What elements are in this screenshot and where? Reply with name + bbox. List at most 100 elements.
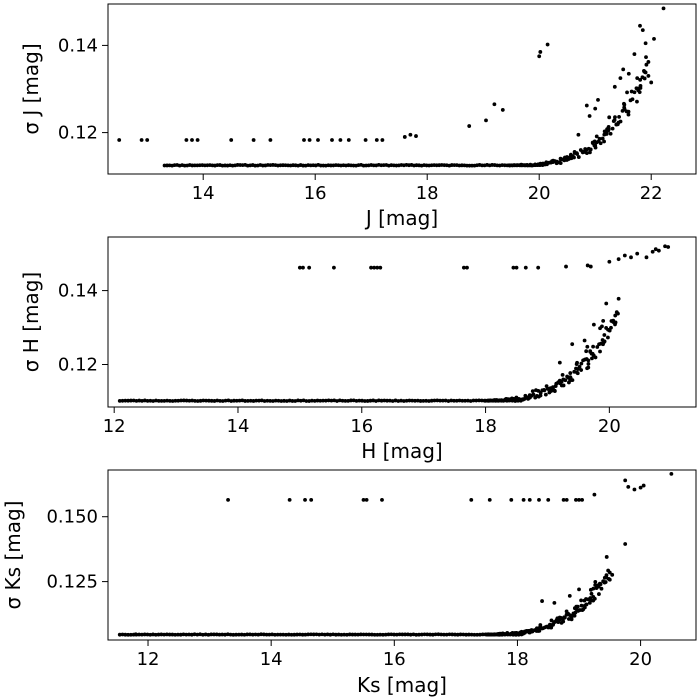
floor-point (303, 632, 308, 637)
curve-point (557, 160, 562, 165)
data-point (607, 115, 612, 120)
floor-point (129, 398, 133, 403)
curve-point (638, 77, 643, 82)
data-point (500, 108, 505, 112)
floor-point (229, 399, 234, 403)
floor-point (225, 632, 230, 637)
floor-point (360, 398, 364, 403)
xlabel-ks: Ks [mag] (357, 673, 447, 697)
floor-point (410, 398, 415, 403)
floor-point (349, 398, 353, 403)
floor-point (279, 399, 284, 403)
floor-point (153, 632, 158, 637)
floor-point (463, 398, 468, 403)
y-tick-label: 0.125 (46, 572, 98, 593)
curve-point (510, 631, 515, 635)
data-point (117, 138, 122, 142)
floor-point (297, 632, 302, 637)
floor-point (173, 632, 178, 637)
floor-point (452, 398, 456, 403)
curve-point (512, 163, 517, 168)
floor-point (159, 632, 164, 637)
floor-point (346, 398, 351, 403)
data-point (638, 23, 642, 28)
floor-point (275, 632, 280, 637)
curve-point (576, 155, 581, 159)
floor-point (201, 398, 206, 403)
data-point (364, 497, 369, 502)
floor-point (217, 632, 222, 637)
data-point (268, 138, 273, 142)
curve-point (606, 327, 610, 332)
data-point (523, 265, 528, 270)
curve-point (610, 126, 615, 131)
curve-point (608, 131, 613, 136)
data-point (511, 265, 516, 270)
floor-point (148, 632, 153, 637)
curve-point (577, 608, 582, 612)
curve-point (501, 631, 506, 636)
floor-point (151, 399, 156, 403)
floor-point (406, 632, 410, 637)
floor-point (179, 398, 183, 403)
data-point (484, 118, 488, 123)
floor-point (457, 398, 462, 403)
floor-point (399, 398, 403, 403)
curve-point (565, 374, 570, 379)
curve-point (538, 390, 543, 395)
curve-point (516, 397, 521, 401)
floor-point (342, 632, 347, 637)
curve-point (609, 325, 613, 330)
floor-point (120, 632, 125, 637)
floor-point (137, 632, 142, 637)
x-tick-label: 12 (103, 416, 126, 437)
curve-point (505, 631, 510, 635)
floor-point (325, 632, 330, 637)
data-point (584, 103, 589, 108)
floor-point (466, 632, 471, 637)
floor-point (267, 632, 272, 637)
floor-point (243, 399, 248, 403)
floor-point (192, 632, 197, 637)
floor-point (195, 632, 200, 637)
data-point (546, 497, 551, 502)
floor-point (204, 398, 209, 403)
curve-point (586, 361, 591, 366)
floor-point (181, 398, 186, 403)
floor-point (193, 398, 197, 403)
curve-point (593, 355, 598, 360)
ticks-j: 14 16 18 20 22 0.12 0.14 (58, 35, 663, 204)
floor-point (248, 632, 252, 637)
curve-point (594, 134, 599, 139)
data-point (576, 132, 581, 137)
floor-point (464, 632, 468, 637)
data-point (537, 497, 541, 502)
floor-point (422, 632, 427, 637)
floor-point (234, 632, 239, 637)
curve-point (493, 398, 498, 403)
floor-point (203, 632, 208, 637)
floor-point (455, 632, 460, 637)
floor-point (396, 399, 401, 403)
floor-point (477, 398, 481, 403)
curve-point (588, 147, 593, 152)
curve-point (523, 393, 528, 398)
curve-point (606, 335, 610, 340)
floor-point (298, 398, 303, 403)
data-point (330, 138, 334, 142)
curve-point (638, 84, 643, 88)
floor-point (326, 398, 331, 403)
floor-point (449, 398, 454, 403)
data-point (509, 497, 514, 502)
x-tick-label: 20 (598, 416, 621, 437)
floor-point (300, 632, 305, 637)
floor-point (231, 632, 236, 637)
data-point (653, 247, 658, 252)
floor-point (480, 632, 485, 637)
panel-j: 14 16 18 20 22 0.12 0.14 J [mag] σ J [mag] (19, 3, 697, 230)
curve-point (612, 118, 617, 122)
data-point (616, 296, 621, 301)
floor-point (245, 399, 250, 403)
x-tick-label: 12 (137, 649, 160, 670)
